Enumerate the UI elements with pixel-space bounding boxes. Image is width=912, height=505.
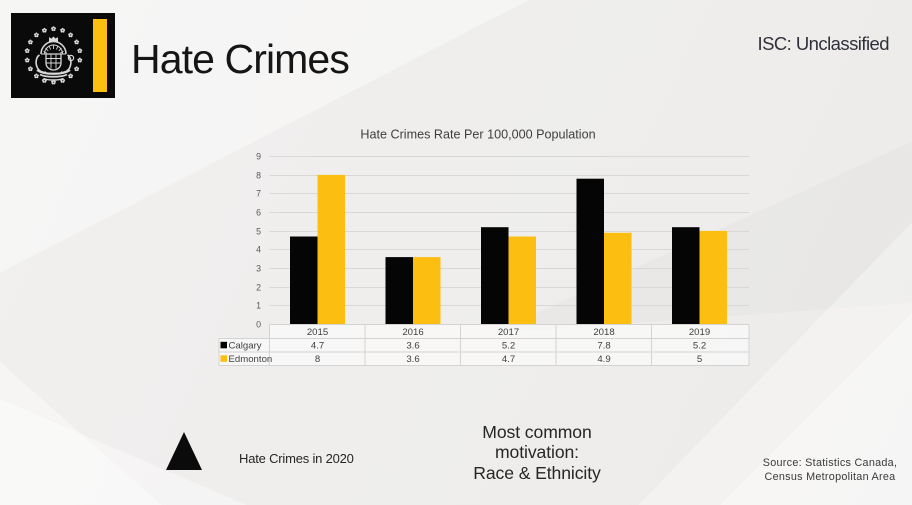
svg-text:5: 5 <box>697 354 702 365</box>
svg-text:8: 8 <box>256 171 261 181</box>
svg-text:0: 0 <box>256 320 261 330</box>
svg-text:Edmonton: Edmonton <box>229 354 273 365</box>
svg-text:8: 8 <box>315 354 320 365</box>
svg-text:2015: 2015 <box>307 327 328 338</box>
svg-text:5: 5 <box>256 227 261 237</box>
svg-text:3.6: 3.6 <box>406 354 419 365</box>
svg-text:3.6: 3.6 <box>406 341 419 352</box>
svg-text:4.7: 4.7 <box>502 354 515 365</box>
svg-text:Calgary: Calgary <box>229 341 262 352</box>
svg-text:2019: 2019 <box>689 327 710 338</box>
svg-text:2017: 2017 <box>498 327 519 338</box>
svg-text:7: 7 <box>256 189 261 199</box>
svg-text:3: 3 <box>256 264 261 274</box>
svg-text:4.9: 4.9 <box>597 354 610 365</box>
svg-text:4: 4 <box>256 245 261 255</box>
svg-text:7.8: 7.8 <box>597 341 610 352</box>
svg-text:4.7: 4.7 <box>311 341 324 352</box>
svg-text:2: 2 <box>256 283 261 293</box>
svg-text:6: 6 <box>256 208 261 218</box>
svg-text:1: 1 <box>256 301 261 311</box>
svg-text:9: 9 <box>256 152 261 162</box>
svg-text:5.2: 5.2 <box>693 341 706 352</box>
svg-text:2018: 2018 <box>593 327 614 338</box>
svg-text:Hate Crimes Rate Per 100,000 P: Hate Crimes Rate Per 100,000 Population <box>360 128 595 142</box>
svg-text:5.2: 5.2 <box>502 341 515 352</box>
svg-text:2016: 2016 <box>402 327 423 338</box>
